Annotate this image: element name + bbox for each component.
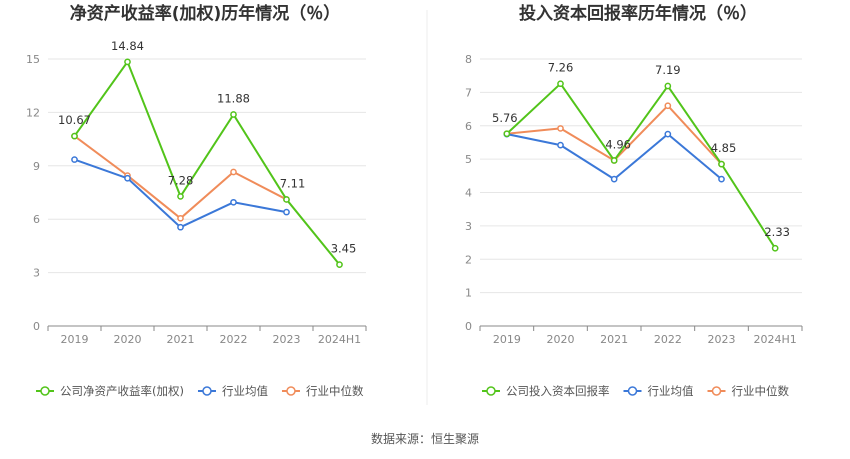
- data-point: [664, 102, 672, 110]
- data-point: [283, 208, 290, 216]
- data-label: 14.84: [111, 39, 144, 53]
- chart-title: 投入资本回报率历年情况（％）: [519, 3, 757, 24]
- legend-marker: [486, 386, 496, 396]
- x-tick-label: 2021: [600, 333, 628, 346]
- data-point: [336, 261, 343, 268]
- y-tick-label: 4: [465, 187, 472, 200]
- data-label: 11.88: [217, 92, 250, 106]
- data-label: 7.11: [280, 176, 306, 190]
- data-label: 7.19: [655, 63, 681, 77]
- x-tick-label: 2019: [61, 333, 89, 346]
- x-tick-label: 2024H1: [318, 333, 361, 346]
- data-label: 7.28: [168, 173, 194, 187]
- x-tick-label: 2021: [167, 333, 195, 346]
- data-point: [283, 196, 290, 203]
- data-label: 4.96: [605, 137, 631, 151]
- y-tick-label: 7: [465, 86, 472, 99]
- x-tick-label: 2019: [493, 333, 521, 346]
- data-point: [771, 244, 779, 252]
- x-tick-label: 2022: [220, 333, 248, 346]
- legend-label: 行业均值: [648, 384, 694, 398]
- x-tick-label: 2022: [654, 333, 682, 346]
- data-label: 7.26: [548, 61, 574, 75]
- y-tick-label: 5: [465, 153, 472, 166]
- data-point: [124, 174, 131, 182]
- data-point: [230, 198, 237, 206]
- data-point: [177, 193, 184, 200]
- data-point: [557, 141, 564, 149]
- legend-marker: [711, 386, 722, 396]
- legend-marker: [202, 386, 212, 396]
- legend-label: 行业均值: [222, 384, 268, 398]
- series-line: [73, 60, 341, 266]
- y-tick-label: 3: [33, 267, 40, 280]
- data-point: [664, 82, 672, 90]
- x-tick-label: 2023: [708, 333, 736, 346]
- y-tick-label: 3: [465, 220, 472, 233]
- x-tick-label: 2023: [273, 333, 301, 346]
- data-point: [610, 175, 618, 183]
- data-point: [557, 80, 564, 88]
- legend-marker: [286, 386, 296, 396]
- data-point: [177, 223, 184, 231]
- chart-title: 净资产收益率(加权)历年情况（％）: [70, 3, 341, 24]
- data-point: [503, 130, 511, 138]
- y-tick-label: 6: [465, 120, 472, 133]
- y-tick-label: 6: [33, 213, 40, 226]
- y-tick-label: 0: [465, 320, 472, 333]
- x-tick-label: 2020: [114, 333, 142, 346]
- data-label: 10.67: [58, 113, 91, 127]
- y-tick-label: 12: [26, 106, 40, 119]
- legend-label: 行业中位数: [732, 384, 790, 398]
- legend-marker: [627, 386, 638, 396]
- data-label: 4.85: [711, 141, 737, 155]
- data-point: [177, 214, 184, 222]
- legend-marker: [40, 386, 50, 396]
- data-point: [230, 168, 237, 176]
- series-line: [506, 104, 723, 165]
- data-point: [124, 58, 131, 66]
- x-tick-label: 2020: [547, 333, 575, 346]
- y-tick-label: 1: [465, 287, 472, 300]
- roe-chart: 净资产收益率(加权)历年情况（％） 0 3 6 9 12 15 2019 2020 2021 202…: [26, 3, 367, 398]
- y-tick-label: 8: [465, 53, 472, 66]
- y-tick-label: 0: [33, 320, 40, 333]
- data-label: 5.76: [492, 111, 518, 125]
- data-label: 2.33: [764, 225, 790, 239]
- data-point: [610, 157, 618, 164]
- legend-label: 公司投入资本回报率: [506, 384, 610, 398]
- data-point: [664, 130, 672, 138]
- data-point: [718, 175, 725, 183]
- legend-label: 公司净资产收益率(加权): [60, 384, 184, 398]
- data-point: [71, 156, 78, 163]
- data-point: [557, 125, 564, 132]
- roic-chart: 投入资本回报率历年情况（％） 0 1 2 3 4 5 6 7 8 2019 2020 2021 2022 2…: [465, 3, 803, 398]
- data-point: [718, 160, 725, 168]
- data-point: [71, 132, 78, 140]
- data-label: 3.45: [331, 242, 357, 256]
- data-point: [230, 111, 237, 118]
- source-note: 数据来源：恒生聚源: [371, 431, 479, 446]
- legend-label: 行业中位数: [306, 384, 364, 398]
- y-tick-label: 9: [33, 160, 40, 173]
- series-line: [506, 82, 777, 249]
- y-tick-label: 2: [465, 253, 472, 266]
- y-tick-label: 15: [26, 53, 40, 66]
- x-tick-label: 2024H1: [754, 333, 797, 346]
